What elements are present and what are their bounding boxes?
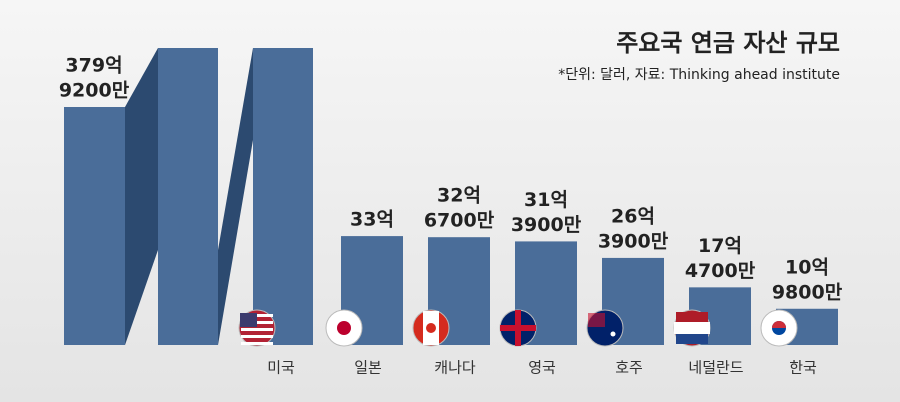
flag-cross — [515, 310, 521, 346]
bar-break — [125, 48, 158, 345]
x-tick-label: 영국 — [528, 359, 556, 377]
flag — [325, 309, 363, 347]
flag-leaf — [426, 323, 436, 333]
x-tick-label: 일본 — [354, 359, 382, 377]
x-tick-label: 호주 — [615, 359, 643, 377]
bar-segment — [253, 48, 313, 345]
x-tick-label: 네덜란드 — [688, 359, 743, 377]
flag-stripe — [676, 312, 708, 322]
value-label: 9800만 — [772, 281, 843, 303]
flag-star — [610, 331, 616, 337]
flag-stripe — [674, 322, 710, 334]
flag — [238, 309, 276, 347]
value-label: 10억 — [785, 256, 829, 278]
value-label: 17억 — [698, 235, 742, 257]
flag-stripe — [241, 335, 273, 338]
chart-subtitle: *단위: 달러, 자료: Thinking ahead institute — [558, 67, 840, 83]
flag — [499, 309, 537, 347]
value-label: 6700만 — [424, 210, 495, 232]
chart-title: 주요국 연금 자산 규모 — [616, 29, 840, 57]
value-label: 3900만 — [511, 214, 582, 236]
value-label: 4700만 — [685, 260, 756, 282]
x-tick-label: 한국 — [789, 359, 817, 377]
flag-sun — [337, 321, 351, 335]
flag — [586, 309, 624, 347]
flag-stripe — [241, 342, 273, 345]
flag-stripe — [676, 334, 708, 344]
value-label: 32억 — [437, 185, 481, 207]
value-label: 3900만 — [598, 230, 669, 252]
flag — [673, 309, 711, 347]
flag-taeguk — [772, 321, 786, 328]
bar-segment — [64, 107, 125, 345]
value-label: 31억 — [524, 189, 568, 211]
flag-stripe — [241, 328, 273, 331]
bar-segment — [158, 48, 218, 345]
x-tick-label: 미국 — [267, 359, 295, 377]
x-tick-label: 캐나다 — [434, 359, 476, 377]
bar-break — [218, 48, 253, 345]
value-label: 26억 — [611, 205, 655, 227]
bar — [64, 48, 313, 345]
value-label: 33억 — [350, 209, 394, 231]
flag-canton — [240, 313, 257, 327]
flag — [760, 309, 798, 347]
value-label: 9200만 — [59, 80, 130, 102]
flag — [412, 309, 450, 347]
flag-union — [588, 313, 605, 327]
value-label: 379억 — [65, 55, 122, 77]
